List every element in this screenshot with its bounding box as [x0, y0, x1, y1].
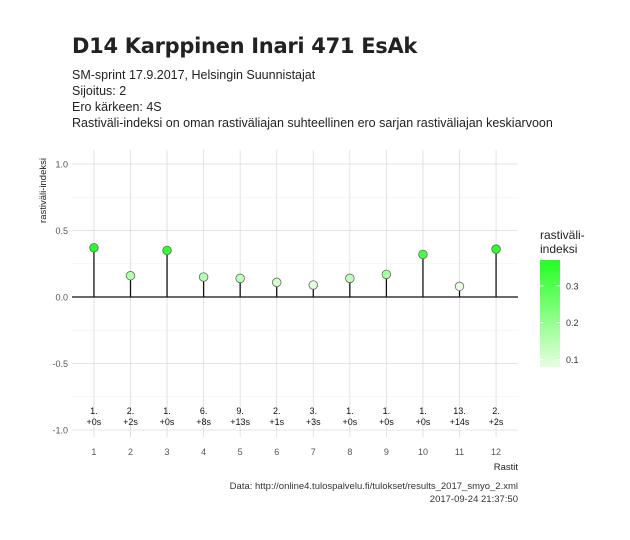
legend-tick-label: 0.3 — [566, 281, 579, 291]
annotation-rank-6: 2. — [273, 406, 281, 416]
x-tick-label: 1 — [91, 447, 96, 457]
legend-tick-label: 0.2 — [566, 318, 579, 328]
y-tick-label: -1.0 — [52, 426, 68, 436]
point-4 — [198, 272, 209, 282]
point-3 — [162, 245, 172, 256]
annotation-diff-6: +1s — [269, 417, 284, 427]
annotation-rank-9: 1. — [383, 406, 391, 416]
annotation-rank-3: 1. — [163, 406, 171, 416]
point-11 — [454, 281, 465, 292]
x-tick-label: 5 — [238, 447, 243, 457]
legend-title-line-2: indeksi — [540, 242, 577, 256]
y-tick-label: 1.0 — [55, 160, 68, 170]
annotation-rank-2: 2. — [127, 406, 135, 416]
x-tick-label: 8 — [347, 447, 352, 457]
point-7 — [308, 280, 318, 290]
annotation-diff-11: +14s — [450, 417, 470, 427]
annotation-diff-1: +0s — [87, 417, 102, 427]
caption-timestamp: 2017-09-24 21:37:50 — [429, 494, 518, 505]
legend-colorbar — [540, 260, 560, 367]
point-9 — [381, 269, 392, 280]
x-tick-label: 11 — [455, 447, 464, 457]
legend-tick-label: 0.1 — [566, 355, 579, 365]
annotation-diff-9: +0s — [379, 417, 394, 427]
annotation-rank-7: 3. — [310, 406, 318, 416]
point-5 — [235, 273, 245, 284]
x-tick-label: 12 — [491, 447, 501, 457]
point-6 — [272, 277, 282, 288]
y-tick-label: -0.5 — [52, 359, 68, 369]
x-tick-label: 4 — [201, 447, 206, 457]
annotation-diff-3: +0s — [160, 417, 175, 427]
x-tick-label: 7 — [311, 447, 316, 457]
subtitle-line-4: Rastiväli-indeksi on oman rastiväliajan … — [72, 116, 553, 130]
legend-title-line-1: rastiväli- — [540, 228, 585, 242]
annotation-diff-2: +2s — [123, 417, 138, 427]
x-tick-label: 2 — [128, 447, 133, 457]
x-axis-title: Rastit — [494, 462, 519, 473]
point-12 — [491, 244, 501, 254]
annotation-rank-11: 13. — [453, 406, 466, 416]
annotation-diff-8: +0s — [342, 417, 357, 427]
subtitle-line-1: SM-sprint 17.9.2017, Helsingin Suunnista… — [72, 68, 316, 82]
caption-source: Data: http://online4.tulospalvelu.fi/tul… — [229, 481, 518, 492]
x-tick-label: 6 — [274, 447, 279, 457]
annotation-diff-4: +8s — [196, 417, 211, 427]
point-2 — [125, 271, 136, 281]
annotation-rank-12: 2. — [492, 406, 500, 416]
x-tick-label: 9 — [384, 447, 389, 457]
annotation-rank-5: 9. — [236, 406, 244, 416]
annotation-rank-1: 1. — [90, 406, 98, 416]
point-8 — [345, 273, 355, 284]
chart-title: D14 Karppinen Inari 471 EsAk — [72, 34, 418, 58]
y-axis-title: rastiväli-indeksi — [38, 158, 49, 223]
subtitle-line-2: Sijoitus: 2 — [72, 84, 127, 98]
y-tick-label: 0.0 — [55, 293, 68, 303]
annotation-rank-8: 1. — [346, 406, 354, 416]
annotation-rank-4: 6. — [200, 406, 208, 416]
annotation-rank-10: 1. — [419, 406, 427, 416]
x-tick-label: 10 — [418, 447, 428, 457]
point-1 — [89, 243, 99, 253]
point-10 — [418, 249, 428, 260]
annotation-diff-10: +0s — [416, 417, 431, 427]
annotation-diff-12: +2s — [489, 417, 504, 427]
x-tick-label: 3 — [165, 447, 170, 457]
annotation-diff-7: +3s — [306, 417, 321, 427]
y-tick-label: 0.5 — [55, 226, 68, 236]
subtitle-line-3: Ero kärkeen: 4S — [72, 100, 162, 114]
annotation-diff-5: +13s — [230, 417, 250, 427]
